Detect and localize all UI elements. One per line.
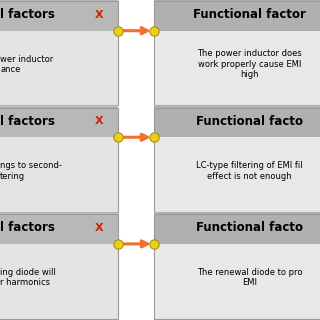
Bar: [154, 31, 320, 105]
Point: [151, 241, 156, 246]
Text: l factors: l factors: [0, 115, 55, 128]
Bar: [0, 31, 118, 105]
Bar: [0, 105, 118, 137]
Text: ing diode will
r harmonics: ing diode will r harmonics: [0, 268, 56, 287]
Bar: [154, 0, 320, 31]
Point: [151, 135, 156, 140]
Bar: [154, 1, 320, 105]
Bar: [0, 0, 118, 31]
Point: [116, 135, 121, 140]
Text: X: X: [95, 116, 103, 126]
Point: [151, 28, 156, 33]
Point: [116, 28, 121, 33]
Bar: [154, 212, 320, 244]
Text: The power inductor does
work properly cause EMI
high: The power inductor does work properly ca…: [197, 49, 302, 79]
Point: [116, 241, 121, 246]
Bar: [154, 214, 320, 319]
Bar: [154, 244, 320, 319]
Bar: [0, 212, 118, 244]
Text: l factors: l factors: [0, 8, 55, 21]
Bar: [0, 244, 118, 319]
Text: wer inductor
ance: wer inductor ance: [0, 54, 53, 74]
Text: LC-type filtering of EMI fil
effect is not enough: LC-type filtering of EMI fil effect is n…: [196, 161, 303, 180]
Text: l factors: l factors: [0, 221, 55, 234]
Bar: [0, 137, 118, 212]
Text: Functional facto: Functional facto: [196, 221, 303, 234]
Text: Functional facto: Functional facto: [196, 115, 303, 128]
Bar: [0, 1, 118, 105]
Bar: [154, 105, 320, 137]
Text: X: X: [95, 223, 103, 233]
Bar: [154, 137, 320, 212]
Bar: [0, 108, 118, 212]
Bar: [154, 108, 320, 212]
Text: X: X: [95, 10, 103, 20]
Text: Functional factor: Functional factor: [193, 8, 306, 21]
Text: ngs to second-
tering: ngs to second- tering: [0, 161, 62, 180]
Text: The renewal diode to pro
EMI: The renewal diode to pro EMI: [197, 268, 302, 287]
Bar: [0, 214, 118, 319]
